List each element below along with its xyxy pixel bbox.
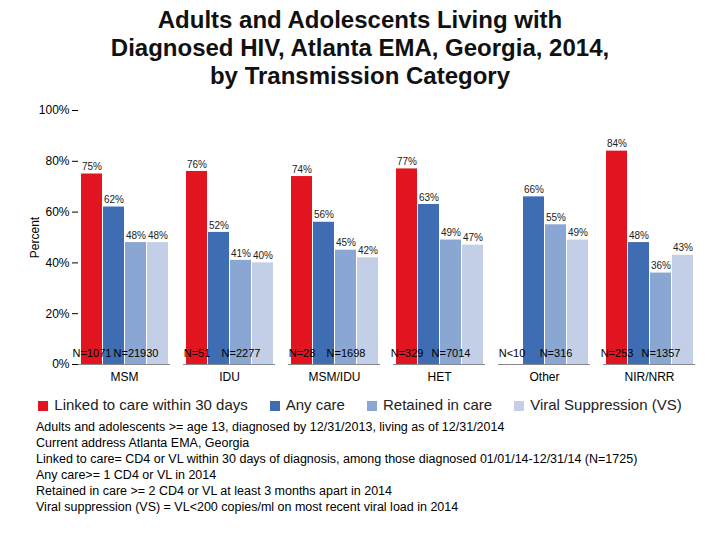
svg-text:100%: 100% [39, 103, 70, 117]
svg-text:56%: 56% [314, 209, 334, 220]
svg-text:48%: 48% [629, 230, 649, 241]
svg-text:49%: 49% [441, 227, 461, 238]
svg-text:NIR/NRR: NIR/NRR [625, 370, 675, 384]
svg-text:Other: Other [529, 370, 559, 384]
svg-text:77%: 77% [397, 156, 417, 167]
svg-text:47%: 47% [463, 232, 483, 243]
svg-text:N=51: N=51 [184, 347, 211, 359]
svg-text:80%: 80% [45, 154, 69, 168]
svg-text:N=329: N=329 [391, 347, 424, 359]
svg-text:N=253: N=253 [601, 347, 634, 359]
svg-text:40%: 40% [253, 250, 273, 261]
svg-text:N=1357: N=1357 [642, 347, 681, 359]
svg-text:84%: 84% [607, 138, 627, 149]
svg-text:48%: 48% [126, 230, 146, 241]
svg-text:N=2277: N=2277 [222, 347, 261, 359]
svg-text:62%: 62% [104, 194, 124, 205]
html-text:Any care: Any care [285, 396, 345, 413]
svg-text:48%: 48% [148, 230, 168, 241]
svg-text:20%: 20% [45, 307, 69, 321]
svg-text:45%: 45% [336, 237, 356, 248]
svg-text:Percent: Percent [28, 216, 42, 258]
svg-text:N=1071: N=1071 [73, 347, 112, 359]
svg-text:MSM/IDU: MSM/IDU [309, 370, 361, 384]
html-text:Linked to care within 30 days: Linked to care within 30 days [54, 396, 248, 413]
html-text:Any care>= 1 CD4 or VL in 2014: Any care>= 1 CD4 or VL in 2014 [36, 468, 217, 482]
svg-text:N=28: N=28 [289, 347, 316, 359]
svg-text:43%: 43% [673, 242, 693, 253]
html-text:Retained in care >= 2 CD4 or V: Retained in care >= 2 CD4 or VL at least… [36, 484, 392, 498]
html-text:Current address Atlanta EMA, G: Current address Atlanta EMA, Georgia [36, 436, 250, 450]
svg-text:49%: 49% [568, 227, 588, 238]
html-text:Linked to care= CD4 or VL with: Linked to care= CD4 or VL within 30 days… [36, 452, 638, 466]
svg-text:76%: 76% [187, 159, 207, 170]
svg-text:55%: 55% [546, 212, 566, 223]
svg-text:52%: 52% [209, 220, 229, 231]
svg-text:75%: 75% [82, 161, 102, 172]
html-text:Viral Suppression (VS): Viral Suppression (VS) [530, 396, 682, 413]
html-text:Viral suppression (VS) = VL<20: Viral suppression (VS) = VL<200 copies/m… [36, 500, 459, 514]
svg-text:74%: 74% [292, 164, 312, 175]
svg-text:HET: HET [428, 370, 453, 384]
svg-text:42%: 42% [358, 245, 378, 256]
svg-text:36%: 36% [651, 260, 671, 271]
svg-text:40%: 40% [45, 256, 69, 270]
html-text:Retained in care: Retained in care [383, 396, 493, 413]
svg-text:N=1698: N=1698 [327, 347, 366, 359]
svg-text:66%: 66% [524, 184, 544, 195]
svg-text:MSM: MSM [111, 370, 139, 384]
html-text:Adults and Adolescents Living: Adults and Adolescents Living with Diagn… [110, 6, 610, 89]
svg-text:N=7014: N=7014 [432, 347, 471, 359]
svg-text:41%: 41% [231, 248, 251, 259]
svg-text:N=21930: N=21930 [114, 347, 159, 359]
svg-text:IDU: IDU [219, 370, 240, 384]
svg-text:N<10: N<10 [499, 347, 526, 359]
svg-text:0%: 0% [52, 357, 70, 371]
html-text:Adults and adolescents >= age: Adults and adolescents >= age 13, diagno… [36, 420, 505, 434]
svg-text:N=316: N=316 [540, 347, 573, 359]
svg-text:60%: 60% [45, 205, 69, 219]
svg-text:63%: 63% [419, 192, 439, 203]
